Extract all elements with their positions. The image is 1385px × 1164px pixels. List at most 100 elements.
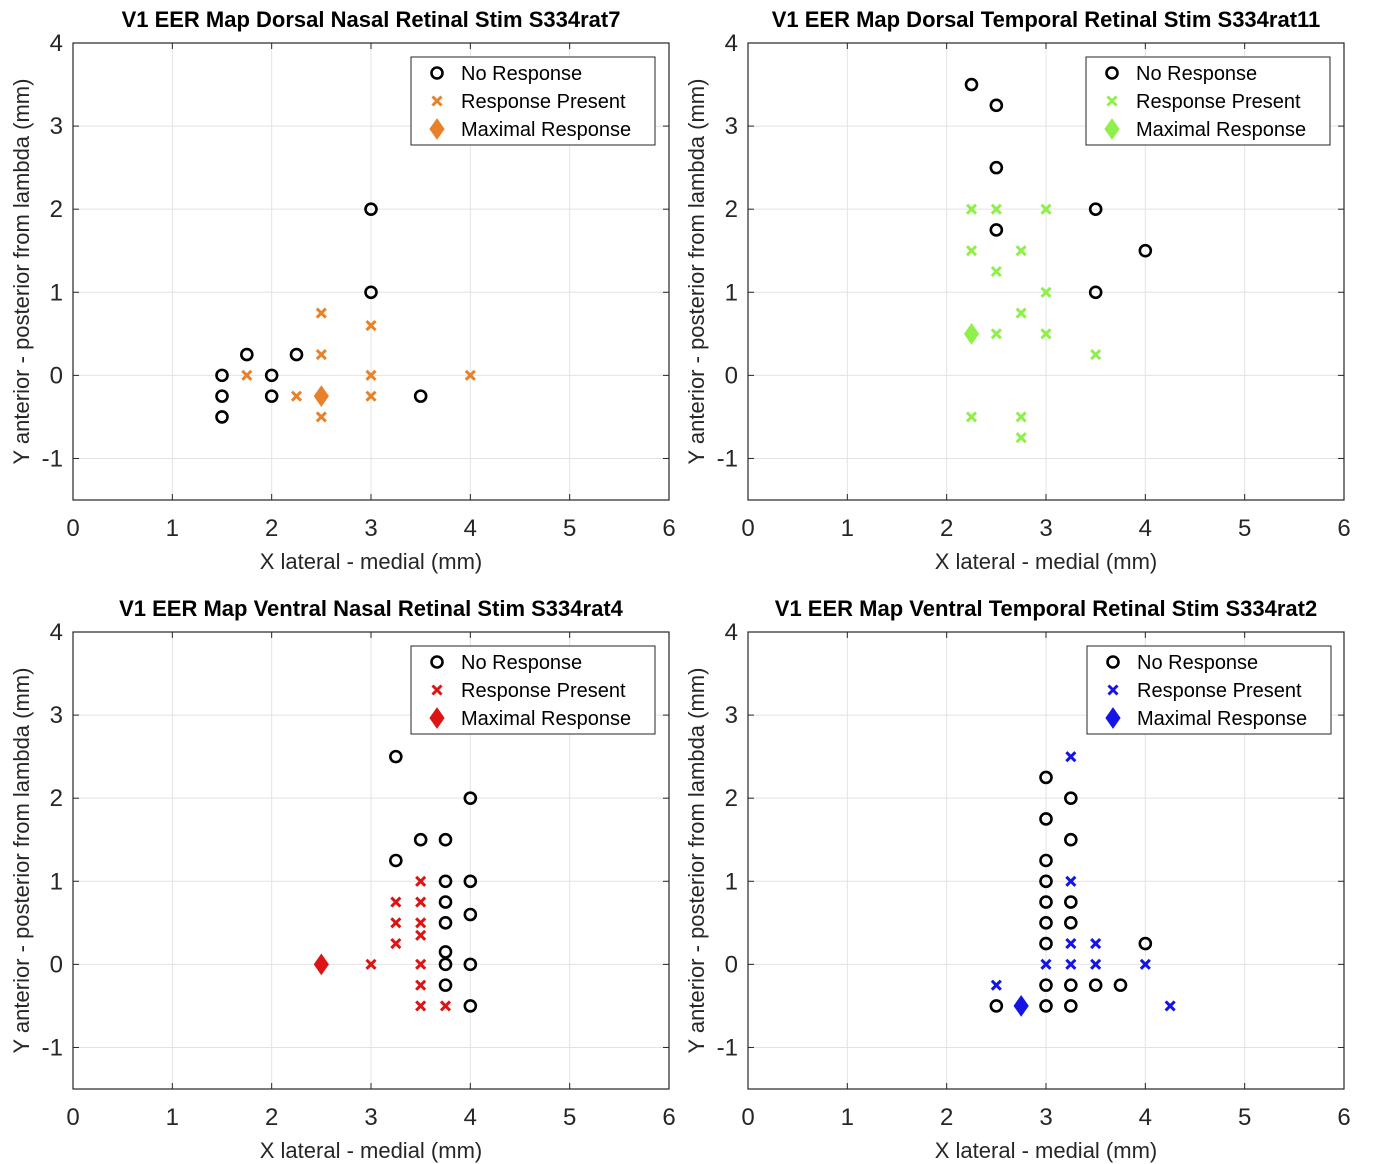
y-tick-label: 2 (50, 785, 63, 812)
legend-marker-circle (430, 66, 444, 80)
data-point-x (415, 896, 427, 908)
x-tick-label: 3 (364, 515, 377, 542)
data-point-circle (1088, 978, 1103, 992)
x-tick-label: 3 (1039, 1104, 1052, 1131)
x-axis-label: X lateral - medial (mm) (935, 1138, 1157, 1163)
y-axis-label: Y anterior - posterior from lambda (mm) (684, 668, 709, 1054)
y-tick-label: -1 (717, 445, 738, 472)
data-point-x (415, 929, 427, 941)
x-tick-label: 6 (1337, 1104, 1350, 1131)
y-axis-label: Y anterior - posterior from lambda (mm) (684, 79, 709, 465)
y-axis-label: Y anterior - posterior from lambda (mm) (9, 79, 34, 465)
data-point-circle (1039, 853, 1053, 868)
data-point-circle (438, 957, 453, 972)
data-point-circle (989, 999, 1004, 1013)
x-tick-label: 0 (741, 515, 754, 542)
data-point-circle (1039, 770, 1053, 785)
x-tick-label: 4 (1139, 1104, 1152, 1131)
data-point-circle (264, 368, 279, 383)
legend-marker-x (431, 684, 443, 696)
data-point-circle (215, 410, 229, 424)
x-tick-label: 2 (940, 515, 953, 542)
data-point-circle (1064, 895, 1078, 909)
data-point-x (1090, 349, 1102, 361)
legend: No Response Response Present Maximal Respo… (410, 56, 656, 146)
data-point-circle (1039, 874, 1053, 889)
data-point-x (990, 203, 1002, 215)
legend-box (410, 645, 656, 735)
y-tick-label: 4 (725, 30, 738, 57)
data-point-circle (438, 895, 453, 909)
x-tick-label: 2 (940, 1104, 953, 1131)
data-point-circle (1064, 791, 1078, 805)
series-circle (989, 770, 1153, 1013)
data-point-x (1090, 938, 1102, 950)
data-point-circle (215, 389, 229, 403)
data-point-circle (413, 389, 428, 403)
legend-label: Response Present (461, 91, 626, 113)
data-point-x (439, 1000, 452, 1012)
legend-marker-diamond (1105, 707, 1121, 729)
data-point-circle (463, 791, 478, 805)
legend-marker-x (1106, 95, 1118, 107)
x-tick-label: 3 (1039, 515, 1052, 542)
data-point-x (365, 369, 377, 381)
data-point-circle (1138, 936, 1153, 951)
data-point-x (1065, 938, 1077, 950)
legend-label: Response Present (1137, 680, 1302, 702)
data-point-diamond (313, 385, 329, 408)
data-point-x (365, 390, 377, 402)
chart-title: V1 EER Map Ventral Temporal Retinal Stim… (775, 596, 1317, 621)
y-tick-label: 0 (50, 951, 63, 978)
x-tick-label: 5 (1238, 1104, 1251, 1131)
y-tick-label: 3 (725, 113, 738, 140)
x-tick-label: 2 (265, 1104, 278, 1131)
data-point-x (415, 1000, 427, 1012)
y-axis-label: Y anterior - posterior from lambda (mm) (9, 668, 34, 1054)
data-point-x (315, 349, 327, 361)
data-point-x (415, 979, 427, 991)
chart-panel-3: 0 1 2 3 4 5 6 -1 0 1 2 3 4 V1 EER Map Ventral Nasal R… (9, 596, 676, 1163)
data-point-diamond (963, 322, 980, 345)
data-point-x (390, 896, 402, 908)
data-point-x (390, 938, 402, 950)
data-point-x (1090, 958, 1102, 970)
x-tick-label: 6 (662, 515, 675, 542)
legend-marker-circle (1105, 66, 1119, 80)
data-point-circle (438, 945, 453, 959)
x-tick-label: 3 (364, 1104, 377, 1131)
data-point-circle (264, 389, 279, 403)
data-point-x (390, 917, 402, 929)
y-tick-label: 2 (50, 196, 63, 223)
legend-box (410, 56, 656, 146)
chart-title: V1 EER Map Ventral Nasal Retinal Stim S3… (119, 596, 624, 621)
chart-title: V1 EER Map Dorsal Temporal Retinal Stim … (772, 7, 1321, 32)
x-tick-label: 5 (563, 1104, 576, 1131)
y-tick-label: 4 (725, 619, 738, 646)
y-tick-label: -1 (42, 445, 63, 472)
legend-marker-circle (1106, 655, 1120, 669)
x-tick-label: 4 (464, 1104, 477, 1131)
x-tick-label: 1 (841, 515, 854, 542)
y-tick-label: 0 (725, 951, 738, 978)
data-point-diamond (313, 953, 329, 976)
data-point-x (1015, 432, 1027, 444)
legend-label: No Response (461, 63, 582, 85)
series-x (965, 203, 1102, 444)
data-point-x (315, 307, 327, 319)
x-tick-label: 2 (265, 515, 278, 542)
data-point-x (241, 369, 253, 381)
data-point-circle (1088, 202, 1103, 216)
legend-marker-circle (430, 655, 444, 669)
x-tick-label: 6 (1337, 515, 1350, 542)
data-point-circle (413, 832, 428, 847)
data-point-circle (1064, 832, 1078, 847)
data-point-circle (215, 368, 229, 383)
data-point-x (1065, 958, 1077, 970)
x-tick-label: 5 (563, 515, 576, 542)
data-point-x (1139, 958, 1151, 970)
chart-panel-2: 0 1 2 3 4 5 6 -1 0 1 2 3 4 V1 EER Map Dorsal Temporal… (684, 7, 1351, 574)
series-circle (389, 749, 478, 1013)
data-point-x (365, 319, 377, 332)
